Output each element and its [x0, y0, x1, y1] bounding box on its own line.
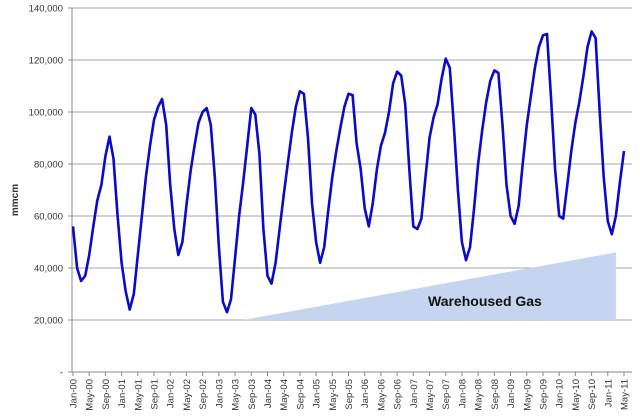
x-tick-label: Sep-10: [587, 379, 598, 410]
y-tick-label: -: [60, 368, 63, 379]
x-tick-label: Jan-10: [555, 379, 566, 408]
x-tick-labels: Jan-00 May-00 Sep-00 Jan-01 May-01 Sep-01 Jan-…: [69, 379, 631, 411]
x-tick-label: Sep-07: [441, 379, 452, 410]
x-tick-label: May-11: [620, 379, 631, 410]
x-tick-label: Sep-08: [490, 379, 501, 410]
x-tick-label: May-04: [279, 379, 290, 411]
x-tick-label: May-10: [571, 379, 582, 411]
x-tick-label: Jan-11: [603, 379, 614, 407]
x-tick-label: Jan-07: [409, 379, 420, 408]
x-tick-label: Sep-03: [247, 379, 258, 410]
x-tick-label: Jan-00: [69, 379, 80, 408]
y-tick-labels: - 20,000 40,000 60,000 80,000 100,000 120,000 1…: [29, 4, 63, 379]
x-tick-label: Sep-01: [150, 379, 161, 410]
x-tick-label: Sep-02: [198, 379, 209, 410]
x-tick-label: Jan-02: [166, 379, 177, 408]
x-tick-label: May-02: [182, 379, 193, 411]
y-tick-label: 40,000: [34, 264, 63, 275]
x-tick-label: Sep-04: [295, 379, 306, 410]
x-tick-label: Jan-03: [214, 379, 225, 408]
y-axis-label: mmcm: [10, 184, 21, 216]
y-tick-label: 20,000: [34, 316, 63, 327]
x-tick-label: May-09: [522, 379, 533, 411]
x-tick-label: Jan-08: [457, 379, 468, 408]
warehoused-gas-wedge: [243, 252, 616, 320]
axes: [68, 7, 632, 376]
x-tick-label: May-06: [376, 379, 387, 411]
x-tick-label: Sep-00: [101, 379, 112, 410]
x-tick-label: Jan-01: [117, 379, 128, 408]
x-tick-label: May-07: [425, 379, 436, 411]
y-tick-label: 140,000: [29, 4, 63, 15]
warehoused-gas-label: Warehoused Gas: [428, 293, 542, 309]
x-tick-label: May-03: [231, 379, 242, 411]
x-tick-label: Sep-05: [344, 379, 355, 410]
x-tick-label: Sep-09: [538, 379, 549, 410]
x-tick-label: Jan-05: [312, 379, 323, 408]
x-tick-label: Sep-06: [393, 379, 404, 410]
y-tick-label: 80,000: [34, 160, 63, 171]
series-layer: [71, 30, 626, 314]
y-tick-label: 60,000: [34, 212, 63, 223]
x-tick-label: Jan-06: [360, 379, 371, 408]
x-tick-label: May-08: [474, 379, 485, 411]
x-tick-label: May-01: [133, 379, 144, 411]
x-tick-label: May-00: [85, 379, 96, 411]
x-tick-label: Jan-09: [506, 379, 517, 408]
y-tick-label: 100,000: [29, 108, 63, 119]
x-tick-label: Jan-04: [263, 379, 274, 408]
warehoused-gas-area: [243, 252, 616, 320]
y-tick-label: 120,000: [29, 56, 63, 67]
x-tick-label: May-05: [328, 379, 339, 411]
